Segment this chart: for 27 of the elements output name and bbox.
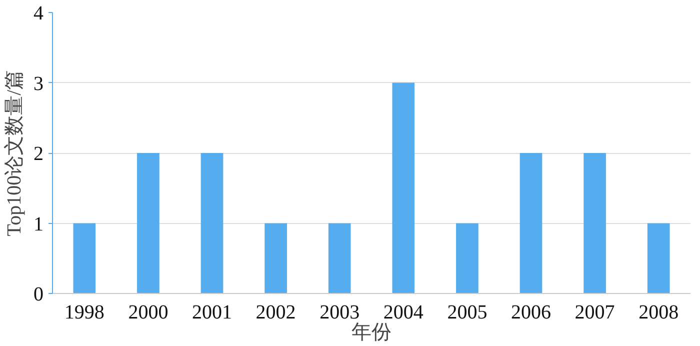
x-tick-label: 2002 <box>256 302 296 324</box>
x-tick-label: 2004 <box>383 302 424 324</box>
y-tick-label: 0 <box>34 284 44 306</box>
y-tick-label: 1 <box>34 213 44 236</box>
bar <box>584 153 606 294</box>
bar <box>520 153 542 294</box>
y-axis-title: Top100论文数量/篇 <box>4 70 26 236</box>
x-tick-label: 2001 <box>192 302 232 324</box>
x-tick-label: 2000 <box>128 302 168 324</box>
y-tick-label: 2 <box>34 143 44 165</box>
x-axis-title: 年份 <box>352 322 392 344</box>
y-tick-label: 3 <box>34 72 44 95</box>
bar <box>456 223 478 294</box>
x-tick-label: 2005 <box>447 302 488 324</box>
bar <box>200 153 224 294</box>
bar <box>137 153 160 294</box>
bar <box>647 223 670 294</box>
x-tick-label: 2007 <box>574 302 615 324</box>
bar <box>328 223 351 294</box>
x-tick-label: 2006 <box>511 302 551 324</box>
x-tick-label: 2003 <box>320 302 360 324</box>
bar <box>73 223 96 294</box>
bar <box>392 82 415 294</box>
y-tick-label: 4 <box>34 2 44 24</box>
x-tick-label: 1998 <box>64 302 104 324</box>
x-tick-label: 2008 <box>638 302 679 324</box>
bar <box>264 223 287 294</box>
